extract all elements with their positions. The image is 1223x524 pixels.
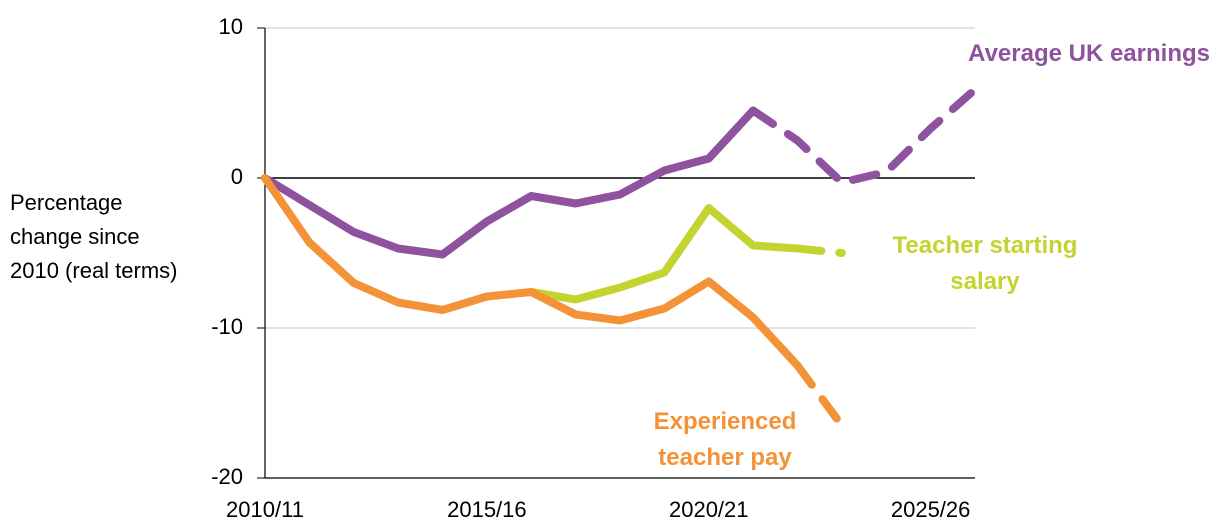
y-tick-label: 10 <box>219 14 243 39</box>
series-line-projected <box>793 244 846 257</box>
series-line <box>261 106 758 259</box>
y-tick-label: -20 <box>211 464 243 489</box>
x-tick-label: 2010/11 <box>226 497 304 522</box>
x-tick-label: 2020/21 <box>669 497 749 522</box>
series-label: Experienced teacher pay <box>653 408 797 471</box>
series-label: Average UK earnings <box>968 40 1210 67</box>
x-tick-label: 2025/26 <box>891 497 971 522</box>
y-axis-label: Percentage change since 2010 (real terms… <box>10 190 178 283</box>
series-line <box>261 174 802 370</box>
series-line-projected <box>793 361 846 430</box>
y-tick-label: 0 <box>231 164 243 189</box>
y-tick-label: -10 <box>211 314 243 339</box>
x-tick-label: 2015/16 <box>447 497 527 522</box>
series-line <box>527 204 802 304</box>
series-label: Teacher starting salary <box>892 232 1078 295</box>
series-line-projected <box>749 85 979 187</box>
